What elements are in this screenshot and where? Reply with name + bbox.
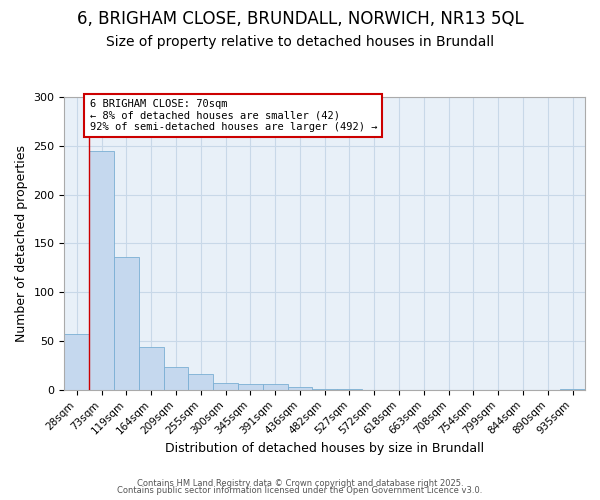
- Bar: [213, 383, 238, 390]
- Bar: [263, 384, 287, 390]
- Bar: [287, 387, 313, 390]
- Text: Contains HM Land Registry data © Crown copyright and database right 2025.: Contains HM Land Registry data © Crown c…: [137, 478, 463, 488]
- Y-axis label: Number of detached properties: Number of detached properties: [15, 145, 28, 342]
- Text: 6 BRIGHAM CLOSE: 70sqm
← 8% of detached houses are smaller (42)
92% of semi-deta: 6 BRIGHAM CLOSE: 70sqm ← 8% of detached …: [89, 99, 377, 132]
- Text: 6, BRIGHAM CLOSE, BRUNDALL, NORWICH, NR13 5QL: 6, BRIGHAM CLOSE, BRUNDALL, NORWICH, NR1…: [77, 10, 523, 28]
- Bar: [313, 389, 337, 390]
- Bar: [64, 334, 89, 390]
- Bar: [337, 389, 362, 390]
- Bar: [188, 374, 213, 390]
- Bar: [89, 150, 114, 390]
- Bar: [560, 389, 585, 390]
- Bar: [164, 368, 188, 390]
- Bar: [238, 384, 263, 390]
- Text: Size of property relative to detached houses in Brundall: Size of property relative to detached ho…: [106, 35, 494, 49]
- Bar: [139, 347, 164, 390]
- Text: Contains public sector information licensed under the Open Government Licence v3: Contains public sector information licen…: [118, 486, 482, 495]
- X-axis label: Distribution of detached houses by size in Brundall: Distribution of detached houses by size …: [165, 442, 484, 455]
- Bar: [114, 257, 139, 390]
